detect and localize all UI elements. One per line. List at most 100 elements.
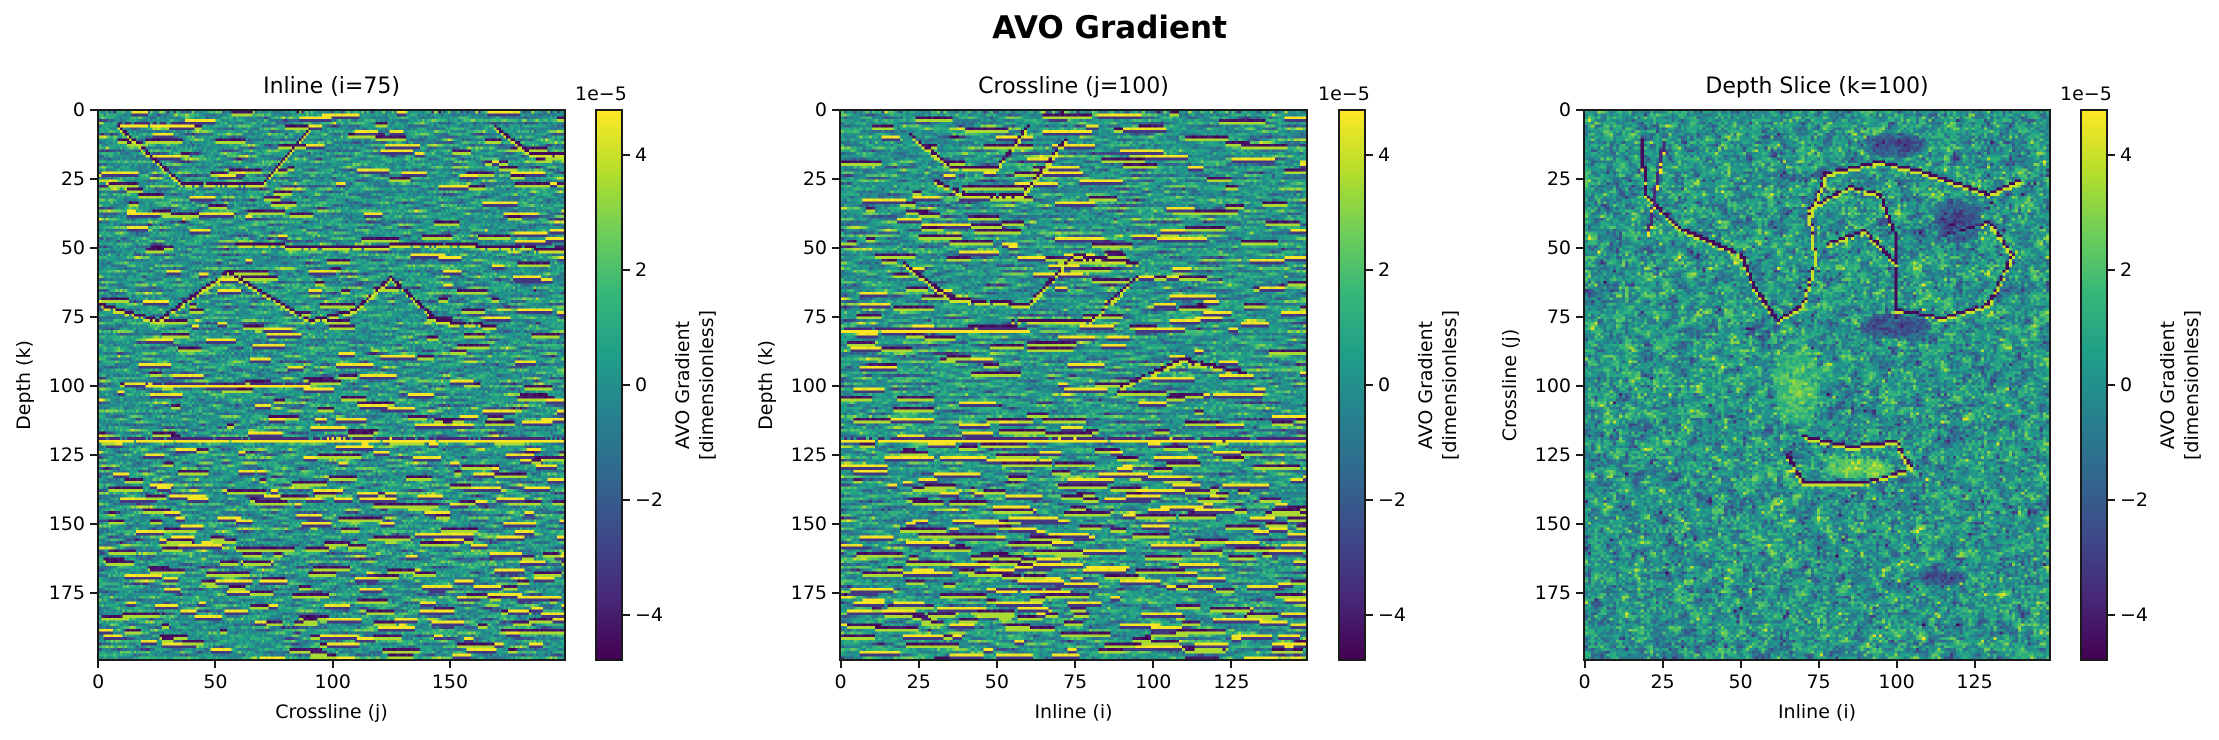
colorbar-tick-label: −2 — [635, 489, 664, 511]
y-tick-mark — [1576, 178, 1583, 181]
y-tick-label: 100 — [790, 375, 827, 398]
colorbar-tick-mark — [623, 269, 630, 271]
x-tick-label: 100 — [1878, 671, 1915, 693]
x-tick-label: 0 — [834, 671, 847, 693]
y-tick-mark — [832, 109, 839, 112]
colorbar-tick-label: 2 — [2120, 259, 2133, 281]
colorbar-tick-mark — [1366, 499, 1373, 501]
x-tick-label: 50 — [1728, 671, 1753, 693]
y-tick-mark — [832, 592, 839, 595]
y-tick-mark — [1576, 523, 1583, 526]
x-tick-mark — [1895, 661, 1898, 668]
y-tick-label: 150 — [48, 513, 85, 536]
y-tick-label: 75 — [60, 306, 85, 329]
colorbar-tick-mark — [1366, 154, 1373, 156]
x-tick-label: 100 — [1135, 671, 1172, 693]
y-tick-label: 25 — [802, 168, 827, 191]
y-tick-mark — [90, 178, 97, 181]
x-tick-mark — [1074, 661, 1077, 668]
y-tick-label: 125 — [48, 444, 85, 467]
x-tick-label: 125 — [1213, 671, 1250, 693]
y-tick-label: 100 — [1534, 375, 1571, 398]
x-tick-label: 75 — [1806, 671, 1831, 693]
axes-title: Depth Slice (k=100) — [1705, 74, 1929, 99]
x-axis-label: Inline (i) — [1777, 701, 1857, 723]
colorbar-tick-label: 2 — [635, 259, 648, 281]
y-tick-mark — [832, 247, 839, 250]
axes-title: Crossline (j=100) — [978, 74, 1169, 99]
colorbar-tick-label: 2 — [1378, 259, 1391, 281]
colorbar-tick-label: −2 — [1378, 489, 1407, 511]
y-tick-mark — [1576, 109, 1583, 112]
x-tick-mark — [995, 661, 998, 668]
colorbar-label-line2: [dimensionless] — [2181, 310, 2203, 461]
heatmap-axes[interactable] — [839, 109, 1308, 661]
heatmap-image — [841, 111, 1306, 659]
x-tick-label: 0 — [92, 671, 105, 693]
y-tick-label: 175 — [790, 582, 827, 605]
x-tick-label: 125 — [1956, 671, 1993, 693]
x-tick-label: 100 — [314, 671, 351, 693]
y-tick-label: 0 — [1558, 99, 1571, 122]
x-tick-mark — [1739, 661, 1742, 668]
y-axis-label: Crossline (j) — [1499, 328, 1521, 442]
colorbar — [2080, 109, 2108, 661]
x-tick-label: 0 — [1578, 671, 1591, 693]
y-tick-label: 0 — [72, 99, 85, 122]
heatmap-axes[interactable] — [1583, 109, 2051, 661]
x-tick-mark — [448, 661, 451, 668]
y-tick-label: 75 — [802, 306, 827, 329]
axes-title: Inline (i=75) — [263, 74, 400, 99]
heatmap-axes[interactable] — [97, 109, 566, 661]
colorbar-label-line1: AVO Gradient — [2157, 320, 2179, 450]
colorbar-offset-label: 1e−5 — [575, 83, 627, 105]
y-tick-label: 125 — [790, 444, 827, 467]
y-tick-label: 50 — [802, 237, 827, 260]
colorbar-tick-mark — [2108, 269, 2115, 271]
colorbar-tick-mark — [1366, 614, 1373, 616]
x-tick-label: 25 — [906, 671, 931, 693]
colorbar-tick-label: 0 — [635, 374, 648, 396]
y-tick-mark — [832, 316, 839, 319]
colorbar-offset-label: 1e−5 — [1318, 83, 1370, 105]
x-tick-label: 75 — [1062, 671, 1088, 693]
y-tick-mark — [1576, 454, 1583, 457]
y-tick-mark — [90, 454, 97, 457]
y-tick-label: 50 — [1546, 237, 1571, 260]
colorbar-tick-label: −4 — [2120, 604, 2149, 626]
colorbar-tick-mark — [623, 499, 630, 501]
x-tick-label: 50 — [203, 671, 228, 693]
y-tick-mark — [90, 247, 97, 250]
colorbar-tick-label: −4 — [1378, 604, 1407, 626]
y-tick-label: 50 — [60, 237, 85, 260]
colorbar-tick-mark — [623, 154, 630, 156]
colorbar-tick-label: 4 — [2120, 144, 2133, 166]
x-tick-mark — [1230, 661, 1233, 668]
x-tick-mark — [1817, 661, 1820, 668]
y-tick-label: 175 — [48, 582, 85, 605]
y-tick-mark — [90, 109, 97, 112]
y-tick-mark — [1576, 592, 1583, 595]
x-tick-mark — [1661, 661, 1664, 668]
colorbar-offset-label: 1e−5 — [2060, 83, 2112, 105]
y-tick-mark — [1576, 247, 1583, 250]
y-tick-mark — [832, 523, 839, 526]
y-tick-label: 0 — [814, 99, 827, 122]
colorbar-tick-mark — [623, 384, 630, 386]
colorbar-tick-mark — [2108, 614, 2115, 616]
y-tick-mark — [1576, 385, 1583, 388]
y-tick-mark — [90, 316, 97, 319]
y-tick-label: 175 — [1534, 582, 1571, 605]
colorbar-tick-mark — [2108, 499, 2115, 501]
x-tick-mark — [839, 661, 842, 668]
x-tick-mark — [331, 661, 334, 668]
colorbar-tick-label: 0 — [1378, 374, 1391, 396]
x-tick-mark — [1583, 661, 1586, 668]
y-tick-label: 25 — [1546, 168, 1571, 191]
colorbar-tick-mark — [1366, 269, 1373, 271]
y-tick-mark — [90, 592, 97, 595]
y-tick-mark — [832, 178, 839, 181]
y-tick-label: 125 — [1534, 444, 1571, 467]
